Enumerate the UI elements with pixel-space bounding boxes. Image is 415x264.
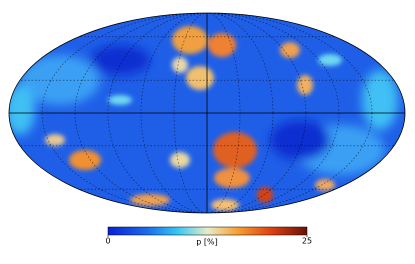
graticule (9, 13, 405, 213)
colorbar-tick-label: 0 (105, 237, 110, 246)
colorbar-tick-label: 25 (302, 237, 312, 246)
map-field (9, 13, 405, 213)
colorbar (107, 226, 308, 236)
colorbar-label: p [%] (196, 238, 217, 247)
map-outline (8, 12, 406, 214)
